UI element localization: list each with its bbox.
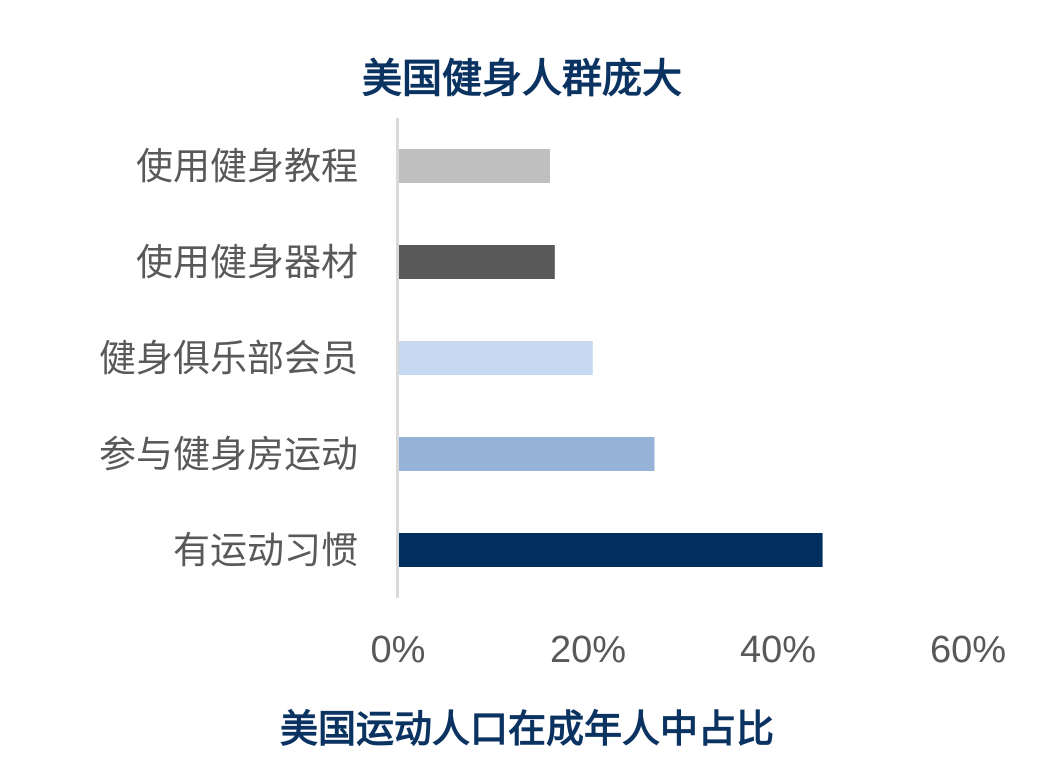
- x-tick-label-3: 40%: [740, 629, 816, 671]
- category-label-3: 健身俱乐部会员: [99, 337, 358, 380]
- chart-subtitle: 美国运动人口在成年人中占比: [280, 707, 774, 751]
- x-tick-label-4: 60%: [930, 629, 1006, 671]
- chart-title: 美国健身人群庞大: [362, 56, 682, 102]
- bar-1: [398, 149, 550, 183]
- bar-3: [398, 341, 593, 375]
- category-label-4: 参与健身房运动: [99, 433, 358, 476]
- bar-5: [398, 533, 823, 567]
- category-label-1: 使用健身教程: [136, 145, 358, 188]
- x-tick-label-1: 0%: [371, 629, 426, 671]
- bar-2: [398, 245, 555, 279]
- category-label-2: 使用健身器材: [136, 241, 358, 284]
- category-label-5: 有运动习惯: [173, 529, 358, 572]
- bar-4: [398, 437, 655, 471]
- x-tick-label-2: 20%: [550, 629, 626, 671]
